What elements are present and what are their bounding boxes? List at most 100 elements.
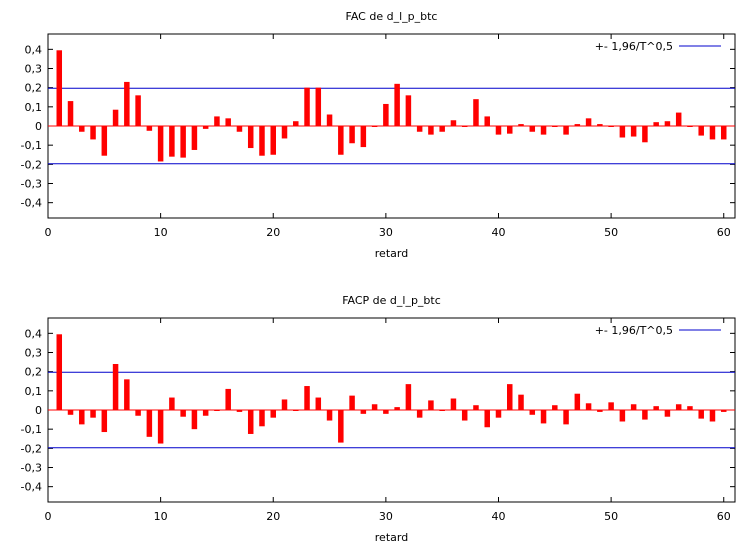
bar-lag-60 <box>720 410 727 412</box>
bar-lag-3 <box>79 126 85 132</box>
bar-lag-30 <box>383 103 389 126</box>
bar-lag-9 <box>146 126 153 131</box>
bar-lag-3 <box>79 410 85 425</box>
x-tick-label: 40 <box>491 226 505 239</box>
bar-lag-39 <box>484 116 490 126</box>
x-tick-label: 40 <box>491 510 505 523</box>
bar-lag-4 <box>90 126 96 140</box>
bar-lag-2 <box>67 410 74 415</box>
bar-lag-23 <box>304 386 310 410</box>
y-tick-label: 0 <box>35 120 42 133</box>
y-tick-label: -0,4 <box>21 481 42 494</box>
x-tick-label: 60 <box>717 510 731 523</box>
bar-lag-20 <box>270 126 276 155</box>
bar-lag-26 <box>338 126 344 155</box>
bar-lag-13 <box>191 410 198 430</box>
bar-lag-36 <box>450 120 457 126</box>
x-tick-label: 60 <box>717 226 731 239</box>
x-tick-label: 20 <box>266 510 280 523</box>
bar-lag-32 <box>405 95 412 126</box>
x-tick-label: 30 <box>379 226 393 239</box>
bar-lag-15 <box>214 410 220 411</box>
bar-lag-31 <box>394 83 400 126</box>
bar-lag-50 <box>608 402 614 410</box>
bar-lag-49 <box>597 410 603 412</box>
bar-lag-14 <box>202 126 209 129</box>
bar-lag-42 <box>518 394 524 410</box>
bar-lag-60 <box>720 126 727 140</box>
x-axis-label: retard <box>375 531 408 544</box>
bar-lag-43 <box>529 410 536 415</box>
bar-lag-25 <box>326 114 333 126</box>
bar-lag-12 <box>180 126 186 158</box>
bar-lag-44 <box>540 126 547 135</box>
bar-lag-37 <box>461 410 468 421</box>
bar-lag-57 <box>687 126 693 127</box>
bar-lag-28 <box>360 410 367 414</box>
bar-lag-22 <box>293 121 299 126</box>
y-tick-label: 0 <box>35 404 42 417</box>
x-tick-label: 50 <box>604 510 618 523</box>
bar-lag-51 <box>619 126 626 138</box>
bar-lag-39 <box>484 410 490 428</box>
bar-lag-17 <box>236 126 243 132</box>
chart-title: FACP de d_l_p_btc <box>342 294 441 307</box>
legend-label: +- 1,96/T^0,5 <box>595 40 673 53</box>
bar-lag-41 <box>507 126 513 134</box>
x-tick-label: 20 <box>266 226 280 239</box>
x-axis-label: retard <box>375 247 408 260</box>
bar-lag-41 <box>507 384 513 410</box>
bar-lag-56 <box>675 112 682 126</box>
bar-lag-16 <box>225 118 231 126</box>
y-tick-label: 0,1 <box>25 101 43 114</box>
bar-lag-27 <box>349 395 355 410</box>
y-tick-label: -0,4 <box>21 197 42 210</box>
bar-lag-53 <box>642 410 648 420</box>
bar-lag-14 <box>202 410 209 416</box>
y-tick-label: -0,3 <box>21 178 42 191</box>
bar-lag-18 <box>247 410 254 434</box>
bar-lag-10 <box>157 126 164 162</box>
bar-lag-34 <box>428 400 434 410</box>
bar-lag-40 <box>495 126 502 135</box>
chart-title: FAC de d_l_p_btc <box>346 10 438 23</box>
y-tick-label: -0,2 <box>21 442 42 455</box>
bar-lag-59 <box>709 126 716 140</box>
bar-lag-4 <box>90 410 96 418</box>
bar-lag-29 <box>371 126 378 127</box>
bar-lag-13 <box>191 126 198 150</box>
bar-lag-52 <box>630 126 637 137</box>
x-tick-label: 30 <box>379 510 393 523</box>
bar-lag-45 <box>552 405 558 410</box>
y-tick-label: -0,3 <box>21 462 42 475</box>
x-tick-label: 50 <box>604 226 618 239</box>
bar-lag-35 <box>439 410 445 411</box>
bar-lag-2 <box>67 101 74 126</box>
y-tick-label: -0,1 <box>21 139 42 152</box>
bar-lag-47 <box>574 393 581 410</box>
bar-lag-37 <box>461 126 468 127</box>
bar-lag-5 <box>101 410 108 433</box>
x-tick-label: 10 <box>154 226 168 239</box>
pacf-panel: FACP de d_l_p_btc -0,4 -0,3 -0,2 -0,1 0 0,1 0,2… <box>21 294 736 544</box>
bar-lag-29 <box>371 404 378 410</box>
bar-lag-48 <box>585 403 592 410</box>
bar-lag-11 <box>169 397 175 410</box>
bar-lag-38 <box>473 99 479 126</box>
bar-lag-1 <box>56 50 63 126</box>
bar-lag-46 <box>563 410 569 425</box>
bar-lag-52 <box>630 404 637 410</box>
bar-lag-30 <box>383 410 389 414</box>
bar-lag-20 <box>270 410 276 418</box>
bar-lag-55 <box>664 121 671 126</box>
bar-lag-17 <box>236 410 243 412</box>
bar-lag-6 <box>112 364 119 410</box>
bar-lag-27 <box>349 126 355 144</box>
y-tick-label: 0,4 <box>25 43 43 56</box>
bar-lag-7 <box>124 379 130 410</box>
bar-lag-25 <box>326 410 333 421</box>
bar-lag-53 <box>642 126 648 143</box>
bar-lag-15 <box>214 116 220 126</box>
bar-lag-59 <box>709 410 716 422</box>
x-tick-label: 10 <box>154 510 168 523</box>
